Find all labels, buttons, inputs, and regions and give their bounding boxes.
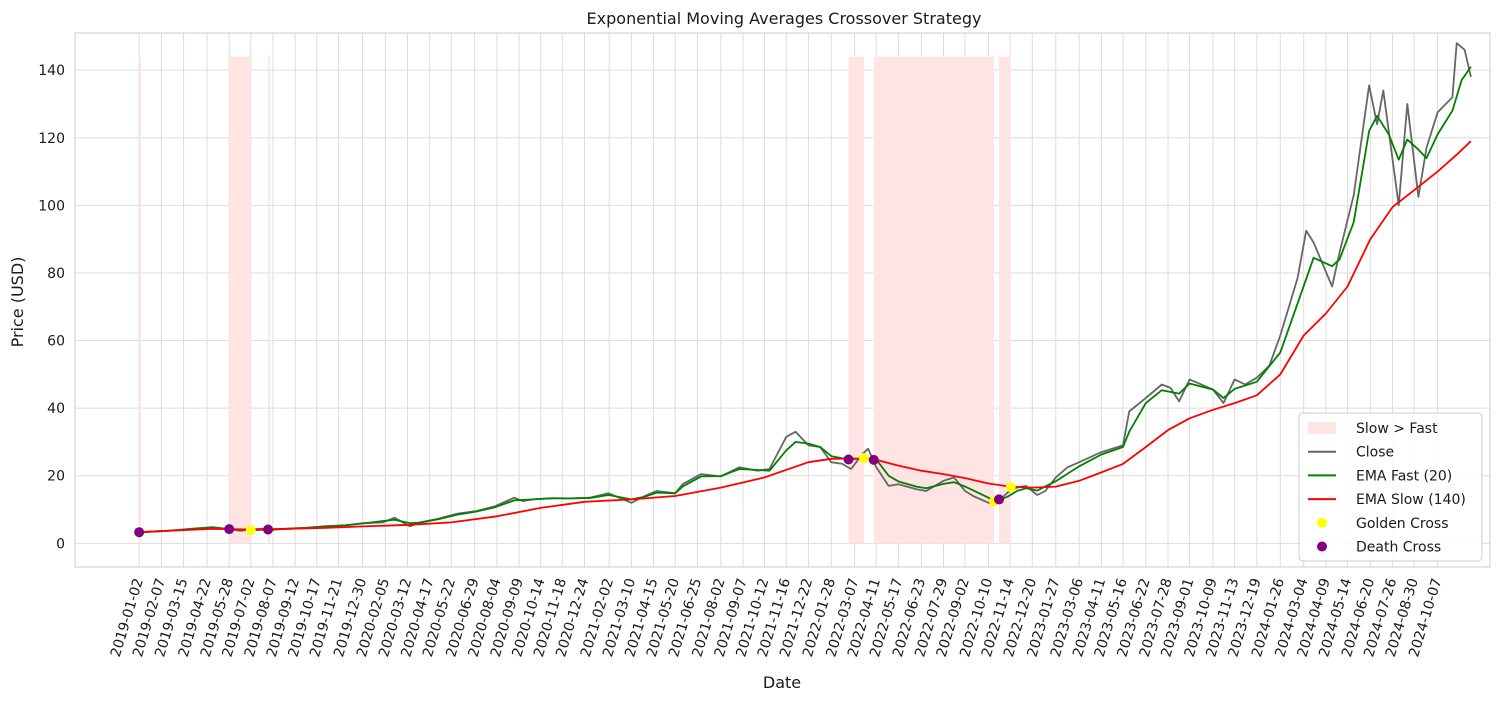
slow-gt-fast-region <box>268 56 271 544</box>
death-cross-marker <box>134 527 145 538</box>
death-cross-marker <box>994 494 1005 505</box>
golden-cross-marker <box>858 453 869 464</box>
legend-swatch-dot <box>1317 541 1327 552</box>
chart-title: Exponential Moving Averages Crossover St… <box>587 9 982 28</box>
legend-label: Slow > Fast <box>1356 421 1438 437</box>
plot-frame <box>74 32 1491 568</box>
death-cross-marker <box>263 524 274 535</box>
legend-label: Death Cross <box>1356 540 1441 556</box>
y-tick-label: 20 <box>47 469 65 485</box>
y-tick-label: 40 <box>47 401 65 417</box>
slow-gt-fast-region <box>229 56 251 544</box>
legend-swatch-shade <box>1308 422 1336 434</box>
death-cross-marker <box>868 454 879 465</box>
y-tick-label: 80 <box>47 266 65 282</box>
y-tick-label: 60 <box>47 334 65 350</box>
cross-markers <box>134 453 1016 538</box>
legend-label: EMA Slow (140) <box>1356 492 1466 508</box>
slow-gt-fast-region <box>848 56 864 544</box>
y-tick-label: 100 <box>38 198 65 214</box>
death-cross-marker <box>843 454 854 465</box>
y-tick-label: 0 <box>56 536 65 552</box>
slow-gt-fast-region <box>139 56 142 544</box>
y-axis-label: Price (USD) <box>8 257 27 348</box>
slow-gt-fast-region <box>873 56 995 544</box>
y-tick-label: 140 <box>38 63 65 79</box>
y-tick-labels: 0 20 40 60 80 100 120 140 <box>38 63 65 552</box>
legend-box <box>1298 412 1483 562</box>
golden-cross-marker <box>1005 482 1016 493</box>
x-axis-label: Date <box>763 673 801 692</box>
legend-label: EMA Fast (20) <box>1356 468 1452 484</box>
golden-cross-marker <box>245 525 256 536</box>
legend: Slow > Fast Close EMA Fast (20) EMA Slow (1… <box>1298 412 1483 562</box>
legend-label: Golden Cross <box>1356 516 1449 532</box>
shaded-regions <box>139 56 1011 544</box>
series-line-ema-slow-140 <box>139 140 1472 534</box>
legend-swatch-dot <box>1317 517 1327 528</box>
death-cross-marker <box>224 524 235 535</box>
y-tick-label: 120 <box>38 131 65 147</box>
slow-gt-fast-region <box>999 56 1011 544</box>
legend-label: Close <box>1356 445 1394 461</box>
series-line-close <box>139 42 1472 534</box>
